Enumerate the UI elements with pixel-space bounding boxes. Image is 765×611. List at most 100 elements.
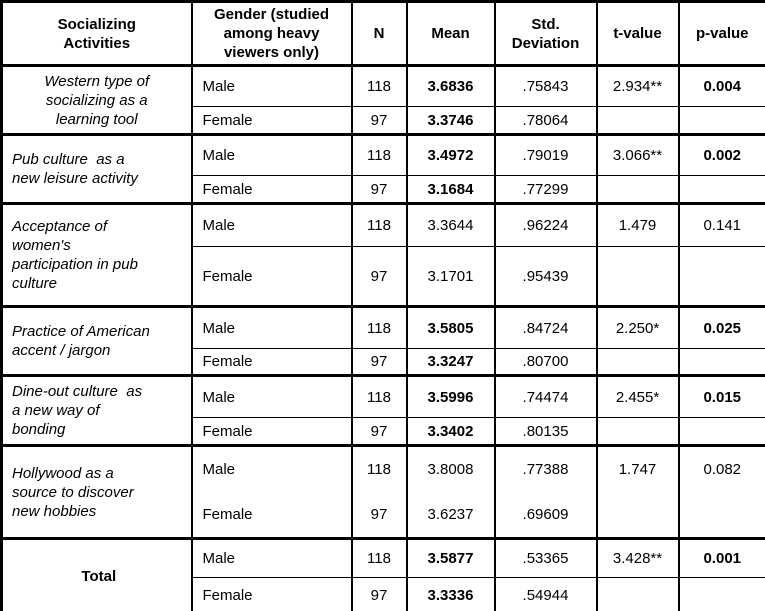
gender-cell: Female: [190, 577, 353, 611]
n-cell: 97: [350, 491, 408, 540]
gender-cell: Male: [190, 65, 353, 107]
n-cell: 118: [350, 445, 408, 492]
gender-cell: Female: [190, 106, 353, 136]
gender-cell: Male: [190, 134, 353, 176]
mean-cell: 3.1701: [405, 246, 496, 308]
mean-cell: 3.4972: [405, 134, 496, 176]
p-value-cell: 0.001: [677, 538, 765, 578]
p-value-cell: [677, 106, 765, 136]
col-header-std-deviation: Std. Deviation: [493, 1, 598, 67]
table-row: Practice of American accent / jargon Mal…: [0, 306, 765, 377]
p-value-cell: [677, 246, 765, 308]
activity-cell: Practice of American accent / jargon: [0, 306, 193, 377]
n-cell: 97: [350, 246, 408, 308]
mean-cell: 3.3644: [405, 203, 496, 247]
sd-cell: .78064: [493, 106, 598, 136]
gender-cell: Male: [190, 203, 353, 247]
col-header-t-value: t-value: [595, 1, 680, 67]
p-value-cell: [677, 417, 765, 447]
table-row: Female 97 3.3402 .80135: [2, 417, 765, 447]
table-row: Total Male 118 3.5877 .53365 3.428** 0.0…: [0, 538, 765, 611]
header-row: Socializing Activities Gender (studied a…: [0, 1, 765, 67]
table-row: Acceptance of women's participation in p…: [0, 203, 765, 308]
col-header-n: N: [350, 1, 408, 67]
n-cell: 97: [350, 106, 408, 136]
mean-cell: 3.3746: [405, 106, 496, 136]
gender-cell: Female: [190, 348, 353, 377]
gender-cell: Female: [190, 246, 353, 308]
activity-cell: Hollywood as a source to discover new ho…: [0, 445, 193, 540]
t-value-cell: [595, 348, 680, 377]
n-cell: 97: [350, 348, 408, 377]
col-header-p-value: p-value: [677, 1, 765, 67]
sd-cell: .79019: [493, 134, 598, 176]
p-value-cell: 0.082: [677, 445, 765, 492]
p-value-cell: [677, 491, 765, 540]
table-row: Female 97 3.3336 .54944: [2, 577, 765, 611]
activity-cell-total: Total: [0, 538, 193, 611]
table-row: Dine-out culture as a new way of bonding…: [0, 375, 765, 447]
gender-cell: Female: [190, 491, 353, 540]
n-cell: 118: [350, 306, 408, 349]
t-value-cell: 3.428**: [595, 538, 680, 578]
t-value-cell: 2.250*: [595, 306, 680, 349]
t-value-cell: [595, 175, 680, 205]
gender-cell: Female: [190, 175, 353, 205]
activity-cell: Acceptance of women's participation in p…: [0, 203, 193, 308]
sd-cell: .77388: [493, 445, 598, 492]
mean-cell: 3.1684: [405, 175, 496, 205]
gender-cell: Male: [190, 538, 353, 578]
p-value-cell: [677, 175, 765, 205]
table-header: Socializing Activities Gender (studied a…: [0, 1, 765, 67]
sd-cell: .75843: [493, 65, 598, 107]
sd-cell: .80700: [493, 348, 598, 377]
mean-cell: 3.8008: [405, 445, 496, 492]
col-header-mean: Mean: [405, 1, 496, 67]
t-value-cell: [595, 246, 680, 308]
gender-cell: Male: [190, 445, 353, 492]
p-value-cell: 0.141: [677, 203, 765, 247]
sd-cell: .74474: [493, 375, 598, 418]
t-value-cell: 1.479: [595, 203, 680, 247]
gender-cell: Male: [190, 306, 353, 349]
n-cell: 97: [350, 175, 408, 205]
table-row: Female 97 3.1684 .77299: [2, 175, 765, 205]
mean-cell: 3.3402: [405, 417, 496, 447]
table-row: Female 97 3.1701 .95439: [2, 246, 765, 308]
n-cell: 97: [350, 577, 408, 611]
table-row: Female 97 3.3247 .80700: [2, 348, 765, 377]
sd-cell: .80135: [493, 417, 598, 447]
sd-cell: .95439: [493, 246, 598, 308]
col-header-gender: Gender (studied among heavy viewers only…: [190, 1, 353, 67]
t-value-cell: [595, 577, 680, 611]
sd-cell: .54944: [493, 577, 598, 611]
table-row: Female 97 3.6237 .69609: [2, 491, 765, 540]
mean-cell: 3.5805: [405, 306, 496, 349]
t-value-cell: [595, 417, 680, 447]
sd-cell: .77299: [493, 175, 598, 205]
sd-cell: .53365: [493, 538, 598, 578]
p-value-cell: 0.025: [677, 306, 765, 349]
n-cell: 97: [350, 417, 408, 447]
activity-cell: Western type of socializing as a learnin…: [0, 65, 193, 136]
gender-cell: Female: [190, 417, 353, 447]
t-value-cell: 1.747: [595, 445, 680, 492]
n-cell: 118: [350, 538, 408, 578]
mean-cell: 3.5996: [405, 375, 496, 418]
t-value-cell: 3.066**: [595, 134, 680, 176]
t-value-cell: 2.934**: [595, 65, 680, 107]
p-value-cell: 0.004: [677, 65, 765, 107]
table-body: Western type of socializing as a learnin…: [0, 65, 765, 611]
t-value-cell: [595, 106, 680, 136]
activity-cell: Pub culture as a new leisure activity: [0, 134, 193, 205]
table-row: Female 97 3.3746 .78064: [2, 106, 765, 136]
mean-cell: 3.6237: [405, 491, 496, 540]
n-cell: 118: [350, 134, 408, 176]
sd-cell: .69609: [493, 491, 598, 540]
n-cell: 118: [350, 65, 408, 107]
t-value-cell: [595, 491, 680, 540]
p-value-cell: 0.002: [677, 134, 765, 176]
mean-cell: 3.3336: [405, 577, 496, 611]
